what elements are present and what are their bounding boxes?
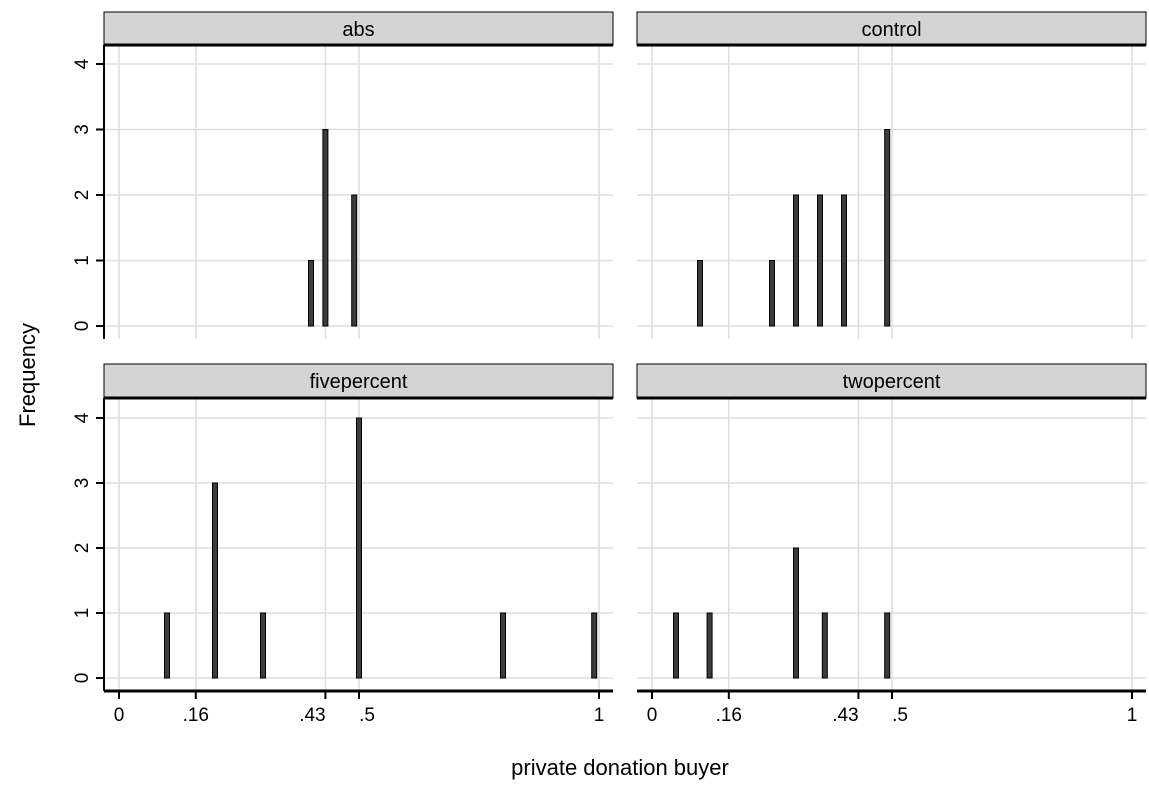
facet-strip xyxy=(103,11,614,46)
x-tick-label: 0 xyxy=(647,705,658,726)
histogram-bar xyxy=(673,612,679,679)
y-tick-label: 2 xyxy=(72,543,93,554)
panel-control: control xyxy=(636,11,1147,339)
panel-fivepercent: fivepercent xyxy=(103,363,614,691)
y-tick-label: 1 xyxy=(72,255,93,266)
y-tick-label: 0 xyxy=(72,321,93,332)
facet-strip xyxy=(636,363,1147,399)
y-tick-label: 2 xyxy=(72,190,93,201)
histogram-bar xyxy=(591,612,598,679)
histogram-bar xyxy=(884,129,891,327)
y-tick-label: 4 xyxy=(72,412,93,423)
histogram-bar xyxy=(821,612,828,679)
histogram-bar xyxy=(884,612,891,679)
x-tick-label: .5 xyxy=(359,705,375,726)
panel-abs: abs xyxy=(103,11,614,339)
histogram-bar xyxy=(164,612,170,679)
x-tick-label: .43 xyxy=(832,705,858,726)
panels-layer: abs control fivepercent twopercent xyxy=(103,11,1147,691)
x-tick-label: .16 xyxy=(183,705,209,726)
histogram-bar xyxy=(260,612,266,679)
x-tick-label: 1 xyxy=(594,705,605,726)
facet-strip xyxy=(636,11,1147,46)
x-tick-label: .5 xyxy=(892,705,908,726)
facet-strip xyxy=(103,363,614,399)
y-tick-label: 0 xyxy=(72,673,93,684)
histogram-bar xyxy=(308,260,314,327)
panel-twopercent: twopercent xyxy=(636,363,1147,691)
histogram-bar xyxy=(769,260,775,327)
x-tick-label: 0 xyxy=(114,705,125,726)
y-axis: 0 1 2 3 4 0 1 2 3 4 xyxy=(72,45,105,691)
y-tick-label: 4 xyxy=(72,58,93,69)
histogram-bar xyxy=(351,194,358,327)
y-tick-label: 3 xyxy=(72,124,93,135)
x-tick-label: 1 xyxy=(1127,705,1138,726)
y-axis-title: Frequency xyxy=(15,323,40,427)
x-tick-label: .43 xyxy=(299,705,325,726)
histogram-bar xyxy=(793,547,799,679)
y-tick-label: 1 xyxy=(72,608,93,619)
histogram-bar xyxy=(212,482,218,679)
histogram-bar xyxy=(697,260,703,327)
x-axis-title: private donation buyer xyxy=(511,755,729,780)
histogram-bar xyxy=(841,194,847,327)
facet-title: fivepercent xyxy=(310,371,408,393)
histogram-bar xyxy=(817,194,823,327)
facet-title: control xyxy=(861,19,921,41)
histogram-bar xyxy=(706,612,713,679)
y-tick-label: 3 xyxy=(72,478,93,489)
histogram-bar xyxy=(356,417,362,679)
facet-title: abs xyxy=(342,19,374,41)
x-tick-label: .16 xyxy=(716,705,742,726)
histogram-bar xyxy=(322,129,329,327)
histogram-bar xyxy=(793,194,799,327)
facet-title: twopercent xyxy=(843,371,941,393)
histogram-bar xyxy=(500,612,506,679)
x-axis: 0 .16 .43 .5 1 0 .16 .43 .5 1 xyxy=(104,689,1146,726)
